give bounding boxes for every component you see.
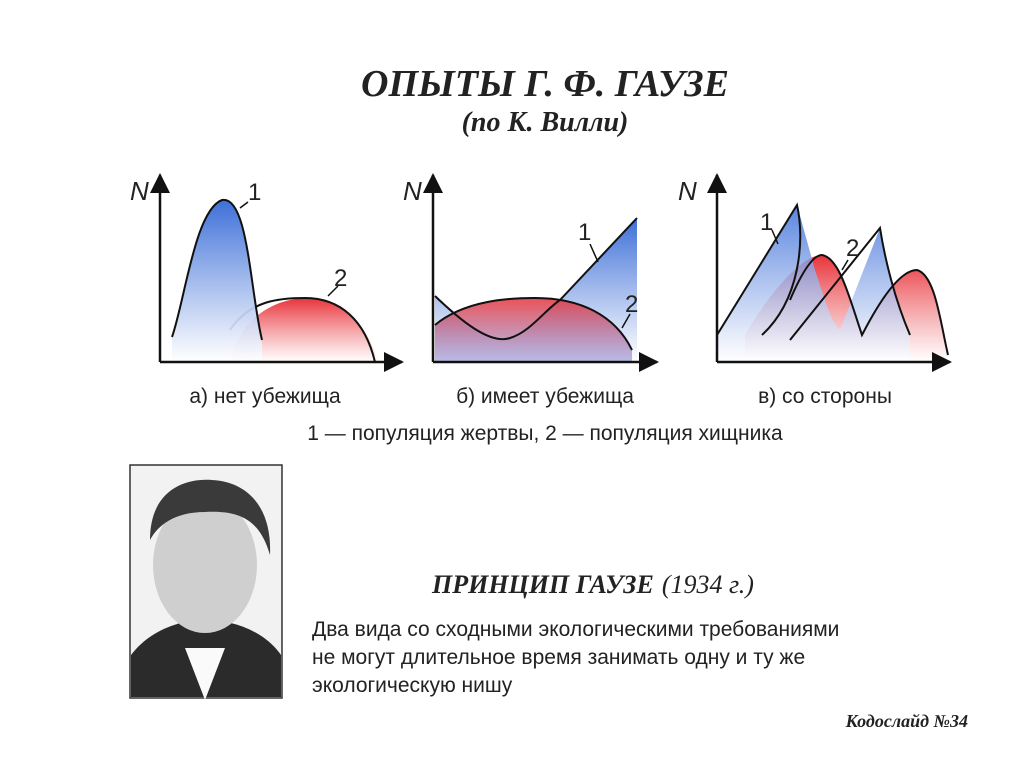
principle-line: экологическую нишу (312, 674, 513, 697)
photo-hair (150, 479, 271, 555)
curve-line (434, 296, 633, 351)
curve-label: 1 (760, 209, 773, 236)
axis-label: N (403, 176, 422, 206)
legend: 1 — популяция жертвы, 2 — популяция хищн… (307, 422, 783, 445)
label-leader (771, 229, 779, 245)
panel-c: N 1 2 в) со стороны (678, 173, 952, 408)
principle-title: ПРИНЦИП ГАУЗЕ (1934 г.) (431, 570, 754, 599)
principle-name: ПРИНЦИП ГАУЗЕ (431, 570, 654, 599)
subtitle: (по К. Вилли) (462, 107, 629, 138)
label-leader (589, 243, 599, 263)
curve-fill (172, 199, 262, 362)
label-leader (621, 313, 631, 329)
photo-face (153, 497, 257, 633)
principle-line: не могут длительное время занимать одну … (312, 646, 805, 669)
curve-fill (717, 205, 910, 362)
title: ОПЫТЫ Г. Ф. ГАУЗЕ (361, 63, 729, 105)
caption: а) нет убежища (189, 385, 341, 408)
photo-collar (185, 648, 225, 700)
principle-year: (1934 г.) (662, 570, 754, 599)
caption: б) имеет убежища (456, 385, 634, 408)
curve-label: 1 (248, 179, 261, 206)
curve-line (434, 217, 638, 341)
curve-line (789, 253, 949, 356)
portrait (129, 464, 283, 700)
curve-line (789, 225, 911, 341)
caption: в) со стороны (758, 385, 892, 408)
panel-a: N 1 2 а) нет убежища (130, 173, 404, 408)
label-leader (841, 259, 849, 271)
panel-b: N 1 2 б) имеет убежища (403, 173, 659, 408)
axis-label: N (678, 176, 697, 206)
curve-label: 1 (578, 219, 591, 246)
curve-fill (435, 298, 632, 362)
axis-label: N (130, 176, 149, 206)
curve-line (716, 202, 802, 336)
curve-label: 2 (334, 265, 347, 292)
label-leader (239, 201, 249, 209)
curve-line (171, 198, 263, 341)
curve-label: 2 (846, 235, 859, 262)
curve-fill (230, 297, 378, 362)
curve-label: 2 (625, 291, 638, 318)
principle-line: Два вида со сходными экологическими треб… (312, 618, 839, 641)
label-leader (327, 285, 339, 297)
footer: Кодослайд №34 (845, 711, 968, 731)
